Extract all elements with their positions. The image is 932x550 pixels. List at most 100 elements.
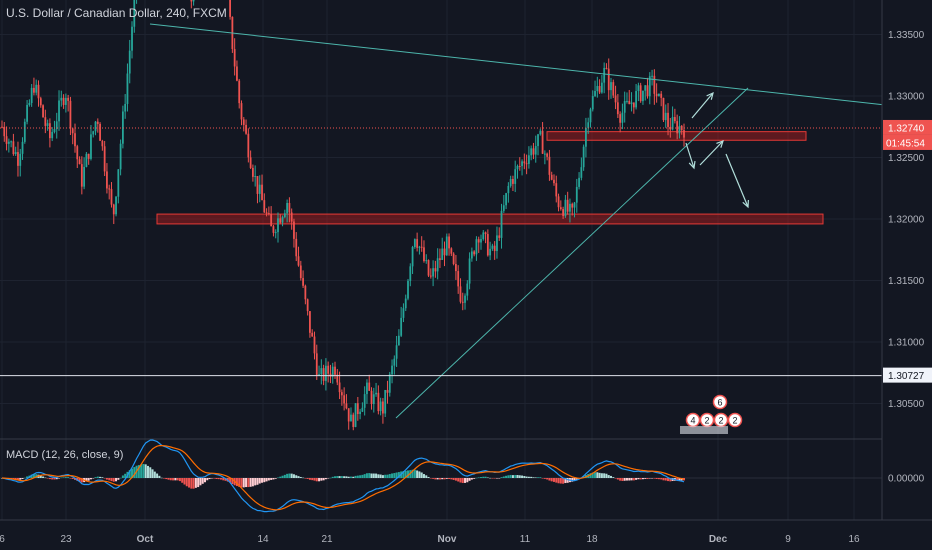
candle bbox=[461, 292, 464, 311]
candle-body bbox=[30, 87, 33, 103]
candle-body bbox=[1, 126, 3, 128]
candle-body bbox=[425, 260, 428, 262]
candle bbox=[532, 142, 535, 160]
candle bbox=[603, 62, 606, 94]
macd-histogram-bar bbox=[607, 475, 610, 478]
candle bbox=[543, 150, 546, 165]
candle bbox=[231, 16, 234, 53]
candle bbox=[642, 90, 644, 105]
candle-body bbox=[110, 189, 113, 205]
candle bbox=[678, 116, 681, 139]
candle-body bbox=[17, 152, 19, 166]
candle-body bbox=[623, 101, 626, 113]
macd-histogram-bar bbox=[363, 474, 366, 478]
macd-histogram-bar bbox=[185, 478, 188, 487]
candle-body bbox=[327, 365, 330, 374]
candle-body bbox=[128, 50, 131, 74]
arrow-shaft bbox=[685, 142, 695, 169]
candle-body bbox=[366, 382, 368, 395]
candle-body bbox=[74, 133, 76, 147]
candle-body bbox=[99, 123, 101, 141]
macd-histogram-bar bbox=[254, 478, 257, 486]
macd-histogram-bar bbox=[320, 478, 323, 481]
macd-histogram-bar bbox=[630, 478, 633, 481]
candle bbox=[10, 140, 13, 148]
macd-histogram-bar bbox=[206, 478, 209, 481]
arrow-up-1 bbox=[691, 91, 714, 119]
candle-body bbox=[391, 365, 393, 375]
macd-histogram-bar bbox=[386, 474, 389, 478]
event-marker[interactable]: 4 bbox=[685, 412, 701, 428]
candle-body bbox=[236, 66, 238, 81]
candle bbox=[411, 245, 414, 274]
price-tick-label: 1.32000 bbox=[888, 215, 925, 226]
macd-histogram-bar bbox=[477, 477, 480, 478]
candle bbox=[12, 133, 15, 156]
macd-histogram-bar bbox=[324, 478, 327, 480]
macd-histogram-bar bbox=[51, 478, 54, 480]
candle bbox=[555, 175, 558, 203]
macd-histogram-bar bbox=[178, 478, 181, 482]
macd-histogram-bar bbox=[395, 472, 398, 478]
candle bbox=[491, 243, 494, 251]
event-marker[interactable]: 2 bbox=[713, 412, 729, 428]
macd-histogram-bar bbox=[518, 475, 521, 478]
macd-histogram-bar bbox=[181, 478, 184, 483]
macd-histogram-bar bbox=[140, 464, 143, 478]
arrow-head bbox=[742, 199, 749, 209]
candle bbox=[669, 117, 672, 138]
candle-body bbox=[92, 131, 95, 135]
candle-body bbox=[482, 232, 485, 240]
candle-body bbox=[445, 236, 448, 256]
candle bbox=[30, 84, 33, 107]
candle-body bbox=[457, 271, 460, 287]
macd-histogram-bar bbox=[71, 478, 74, 479]
candle-body bbox=[112, 204, 115, 215]
macd-histogram-bar bbox=[612, 477, 615, 478]
macd-histogram-bar bbox=[331, 476, 334, 478]
candle bbox=[17, 141, 19, 177]
candle bbox=[26, 100, 28, 125]
candle-body bbox=[302, 278, 304, 286]
candle bbox=[575, 178, 578, 213]
macd-histogram-bar bbox=[103, 478, 106, 479]
candle bbox=[614, 85, 617, 110]
candle bbox=[486, 229, 489, 257]
macd-histogram-bar bbox=[153, 471, 156, 478]
candle-body bbox=[470, 251, 473, 259]
candle bbox=[496, 226, 498, 259]
candle bbox=[293, 218, 295, 248]
candle bbox=[311, 329, 314, 337]
macd-histogram-bar bbox=[514, 474, 517, 478]
candle-body bbox=[261, 184, 263, 201]
macd-histogram-bar bbox=[368, 473, 371, 478]
macd-histogram-bar bbox=[281, 475, 284, 478]
candle bbox=[286, 199, 289, 223]
candle-body bbox=[115, 196, 117, 215]
candle bbox=[347, 408, 350, 430]
candle bbox=[676, 114, 679, 140]
candle-body bbox=[58, 100, 60, 122]
macd-histogram-bar bbox=[623, 478, 626, 481]
macd-histogram-bar bbox=[322, 478, 325, 481]
candle-body bbox=[368, 382, 371, 391]
candle-body bbox=[247, 133, 250, 158]
candle bbox=[546, 152, 549, 161]
candle bbox=[315, 344, 318, 380]
event-marker[interactable]: 6 bbox=[712, 394, 728, 410]
candle bbox=[101, 139, 104, 151]
macd-histogram-bar bbox=[347, 476, 350, 478]
time-tick-label: Oct bbox=[137, 534, 154, 545]
candle-body bbox=[331, 366, 334, 377]
candle bbox=[619, 111, 622, 133]
event-markers[interactable]: 64 2 2 2 bbox=[680, 394, 743, 435]
macd-histogram-bar bbox=[381, 475, 384, 478]
candle-body bbox=[516, 165, 519, 170]
candle-body bbox=[283, 213, 286, 218]
candle-body bbox=[626, 100, 628, 102]
macd-histogram-bar bbox=[172, 478, 175, 481]
event-marker[interactable]: 2 bbox=[727, 412, 743, 428]
candle bbox=[78, 156, 81, 165]
event-marker[interactable]: 2 bbox=[699, 412, 715, 428]
